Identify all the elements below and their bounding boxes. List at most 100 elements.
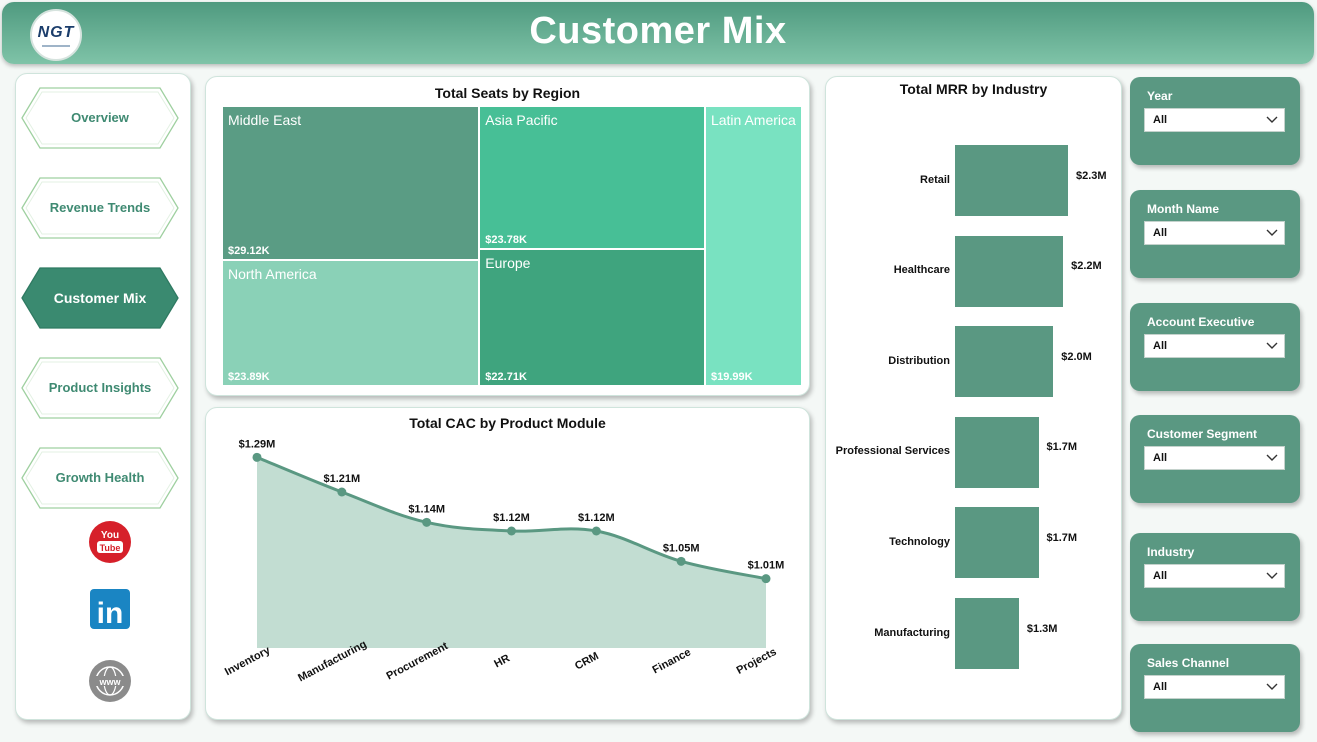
slicer-selected-value: All — [1153, 452, 1168, 464]
globe-icon[interactable]: www — [88, 659, 132, 703]
logo-text: NGT — [37, 23, 75, 41]
slicer-selected-value: All — [1153, 570, 1168, 582]
mrr-bar-manufacturing[interactable] — [955, 598, 1019, 669]
industry-axis-label: Technology — [889, 535, 950, 548]
treemap-title: Total Seats by Region — [434, 85, 581, 101]
slicer-label: Customer Segment — [1147, 427, 1258, 441]
nav-item-overview[interactable]: Overview — [71, 110, 129, 125]
nav-item-growth-health[interactable]: Growth Health — [55, 470, 145, 485]
treemap-cell-label: Europe — [485, 255, 531, 272]
cac-area-fill — [257, 457, 766, 648]
mrr-data-label: $1.7M — [1046, 531, 1078, 544]
cac-point-manufacturing[interactable] — [337, 487, 347, 497]
cac-point-projects[interactable] — [761, 574, 771, 584]
slicer-label: Industry — [1147, 545, 1195, 559]
industry-axis-label: Manufacturing — [874, 626, 950, 639]
nav-item-customer-mix[interactable]: Customer Mix — [53, 290, 147, 306]
industry-axis-label: Distribution — [888, 354, 950, 367]
slicer-dropdown-customer-segment[interactable]: All — [1144, 446, 1285, 470]
cac-x-tick-label: Inventory — [223, 644, 273, 678]
nav-item-inner-border — [25, 181, 175, 235]
bar-chart: Retail $2.3M Healthcare $2.2M Distribution $2… — [826, 77, 1123, 721]
cac-data-label: $1.14M — [408, 503, 445, 515]
mrr-data-label: $2.2M — [1071, 260, 1102, 273]
svg-text:You: You — [101, 530, 119, 541]
mrr-bar-healthcare[interactable] — [955, 235, 1064, 307]
treemap-cell-value: $19.99K — [710, 371, 753, 383]
treemap-cell-value: $22.71K — [485, 370, 527, 383]
svg-text:in: in — [97, 597, 124, 630]
area-chart-title: Total CAC by Product Module — [409, 415, 606, 431]
cac-x-tick-label: Finance — [651, 646, 693, 676]
chevron-down-icon — [1266, 572, 1278, 579]
nav-item-product-insights-shape[interactable] — [21, 357, 179, 419]
cac-point-crm[interactable] — [591, 526, 601, 536]
treemap-cell-latin-america[interactable]: Latin America $19.99K — [704, 106, 802, 386]
industry-axis-label: Retail — [920, 173, 950, 186]
treemap-cell-value: $23.89K — [228, 370, 270, 383]
treemap-cell-middle-east[interactable]: Middle East $29.12K — [222, 106, 480, 260]
cac-data-label: $1.12M — [578, 512, 615, 524]
youtube-icon[interactable]: You Tube — [88, 520, 132, 564]
cac-data-label: $1.12M — [493, 512, 530, 524]
ngt-logo: NGT — [30, 9, 82, 61]
nav-panel: Overview Revenue Trends Customer Mix Produc… — [15, 73, 191, 720]
slicer-selected-value: All — [1153, 227, 1168, 239]
area-chart: $1.29MInventory$1.21MManufacturing$1.14M… — [223, 438, 784, 684]
mrr-bar-distribution[interactable] — [955, 326, 1054, 398]
treemap-cell-value: $29.12K — [228, 244, 270, 257]
mrr-data-label: $1.7M — [1046, 441, 1078, 454]
slicer-dropdown-industry[interactable]: All — [1144, 564, 1285, 588]
cac-data-label: $1.05M — [663, 542, 700, 554]
cac-point-hr[interactable] — [507, 526, 516, 536]
slicer-dropdown-sales-channel[interactable]: All — [1144, 675, 1285, 699]
header-bar: NGT Customer Mix — [2, 2, 1314, 64]
slicer-dropdown-account-executive[interactable]: All — [1144, 334, 1285, 358]
cac-point-finance[interactable] — [676, 556, 686, 566]
slicer-month-name: Month Name All — [1130, 190, 1300, 278]
treemap-cell-asia-pacific[interactable]: Asia Pacific $23.78K — [479, 106, 705, 250]
treemap-cell-value: $23.78K — [485, 234, 527, 247]
page-title: Customer Mix — [529, 10, 787, 52]
cac-data-label: $1.21M — [323, 473, 360, 485]
slicer-dropdown-year[interactable]: All — [1144, 108, 1285, 132]
linkedin-icon-graphic: in — [90, 589, 130, 630]
slicer-label: Month Name — [1147, 202, 1219, 216]
treemap-area: Middle East $29.12K North America $23.89K As… — [222, 106, 802, 386]
chevron-down-icon — [1266, 683, 1278, 690]
mrr-bar-retail[interactable] — [955, 145, 1068, 216]
slicer-label: Sales Channel — [1147, 656, 1230, 670]
linkedin-icon[interactable]: in — [88, 587, 132, 631]
industry-axis-label: Professional Services — [835, 445, 950, 458]
chevron-down-icon — [1266, 229, 1278, 236]
nav-item-inner-border — [25, 451, 175, 505]
nav-item-revenue-trends[interactable]: Revenue Trends — [49, 200, 151, 215]
cac-data-label: $1.29M — [239, 438, 276, 450]
nav-item-product-insights[interactable]: Product Insights — [48, 380, 152, 395]
cac-by-module-panel: Total CAC by Product Module $1.29M Invent… — [205, 407, 810, 720]
treemap-cell-label: Latin America — [710, 112, 796, 128]
treemap-cell-europe[interactable]: Europe $22.71K — [479, 249, 705, 386]
cac-point-procurement[interactable] — [422, 517, 432, 527]
slicer-industry: Industry All — [1130, 533, 1300, 621]
nav-item-inner-border — [25, 91, 175, 145]
nav-shapes — [21, 87, 179, 509]
slicer-sales-channel: Sales Channel All — [1130, 644, 1300, 732]
slicer-year: Year All — [1130, 77, 1300, 165]
cac-x-tick-label: Projects — [735, 646, 779, 677]
nav-item-growth-health-shape[interactable] — [21, 447, 179, 509]
cac-point-inventory[interactable] — [252, 452, 262, 462]
mrr-bar-technology[interactable] — [955, 507, 1039, 579]
treemap-cell-north-america[interactable]: North America $23.89K — [222, 259, 480, 386]
slicer-label: Year — [1147, 89, 1173, 103]
nav-item-customer-mix-shape[interactable] — [21, 267, 179, 329]
slicer-dropdown-month-name[interactable]: All — [1144, 221, 1285, 245]
chevron-down-icon — [1266, 116, 1278, 123]
nav-item-overview-shape[interactable] — [21, 87, 179, 149]
nav-item-revenue-trends-shape[interactable] — [21, 177, 179, 239]
mrr-data-label: $2.3M — [1076, 169, 1107, 182]
globe-icon-graphic: www — [89, 660, 131, 702]
slicer-selected-value: All — [1153, 340, 1168, 352]
chevron-down-icon — [1266, 342, 1278, 349]
mrr-bar-professional-services[interactable] — [955, 416, 1039, 488]
